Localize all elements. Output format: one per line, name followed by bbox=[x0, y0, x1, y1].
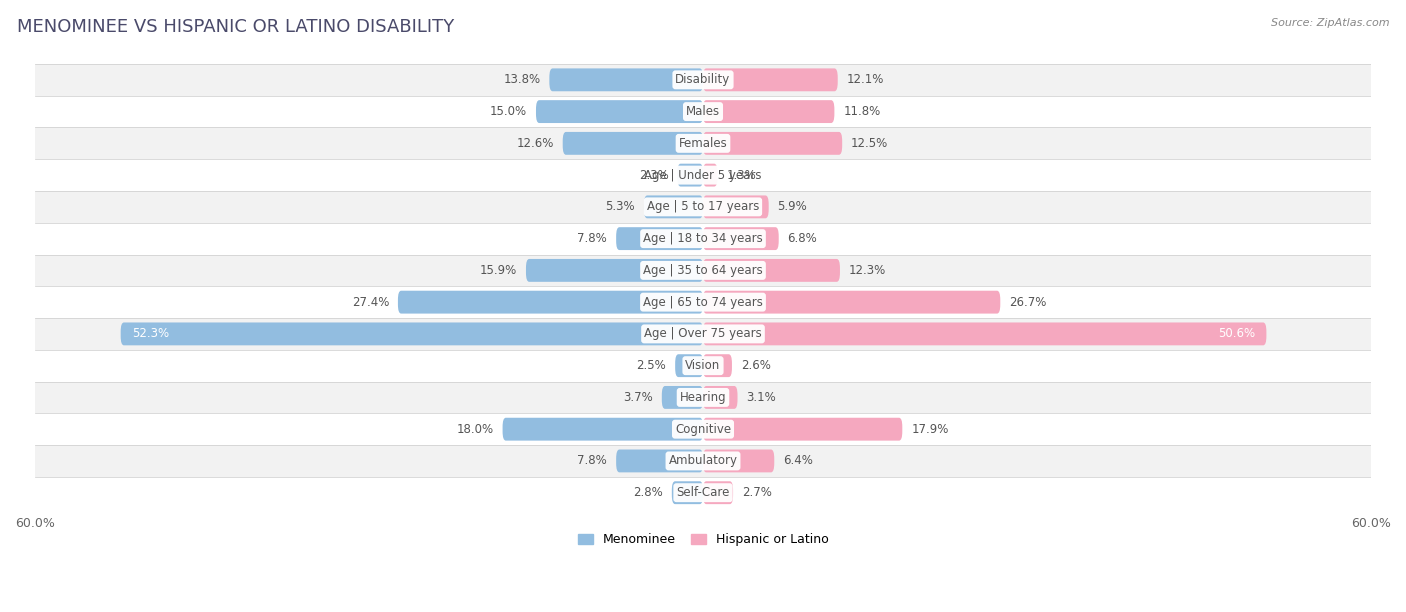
FancyBboxPatch shape bbox=[398, 291, 703, 313]
FancyBboxPatch shape bbox=[536, 100, 703, 123]
Text: 15.9%: 15.9% bbox=[479, 264, 517, 277]
FancyBboxPatch shape bbox=[703, 291, 1000, 313]
Text: Age | 5 to 17 years: Age | 5 to 17 years bbox=[647, 200, 759, 214]
FancyBboxPatch shape bbox=[703, 323, 1267, 345]
Text: 5.3%: 5.3% bbox=[606, 200, 636, 214]
FancyBboxPatch shape bbox=[550, 69, 703, 91]
Text: 15.0%: 15.0% bbox=[489, 105, 527, 118]
Text: 17.9%: 17.9% bbox=[911, 423, 949, 436]
Text: 6.8%: 6.8% bbox=[787, 232, 817, 245]
FancyBboxPatch shape bbox=[678, 163, 703, 187]
Text: 6.4%: 6.4% bbox=[783, 455, 813, 468]
FancyBboxPatch shape bbox=[616, 227, 703, 250]
Bar bbox=[35, 95, 1371, 127]
FancyBboxPatch shape bbox=[703, 163, 717, 187]
Text: 18.0%: 18.0% bbox=[457, 423, 494, 436]
Text: MENOMINEE VS HISPANIC OR LATINO DISABILITY: MENOMINEE VS HISPANIC OR LATINO DISABILI… bbox=[17, 18, 454, 36]
Bar bbox=[35, 159, 1371, 191]
Bar bbox=[35, 255, 1371, 286]
FancyBboxPatch shape bbox=[526, 259, 703, 282]
Text: 12.1%: 12.1% bbox=[846, 73, 884, 86]
FancyBboxPatch shape bbox=[644, 195, 703, 218]
FancyBboxPatch shape bbox=[675, 354, 703, 377]
Text: Ambulatory: Ambulatory bbox=[668, 455, 738, 468]
Text: 13.8%: 13.8% bbox=[503, 73, 540, 86]
FancyBboxPatch shape bbox=[616, 449, 703, 472]
FancyBboxPatch shape bbox=[703, 259, 839, 282]
Text: 5.9%: 5.9% bbox=[778, 200, 807, 214]
Legend: Menominee, Hispanic or Latino: Menominee, Hispanic or Latino bbox=[572, 528, 834, 551]
Bar bbox=[35, 127, 1371, 159]
Text: 2.6%: 2.6% bbox=[741, 359, 770, 372]
FancyBboxPatch shape bbox=[662, 386, 703, 409]
Bar bbox=[35, 445, 1371, 477]
Text: 2.8%: 2.8% bbox=[633, 486, 662, 499]
Text: Age | 18 to 34 years: Age | 18 to 34 years bbox=[643, 232, 763, 245]
FancyBboxPatch shape bbox=[703, 449, 775, 472]
Text: 50.6%: 50.6% bbox=[1218, 327, 1256, 340]
Text: 7.8%: 7.8% bbox=[578, 455, 607, 468]
FancyBboxPatch shape bbox=[703, 418, 903, 441]
FancyBboxPatch shape bbox=[703, 227, 779, 250]
Bar bbox=[35, 350, 1371, 381]
FancyBboxPatch shape bbox=[703, 386, 738, 409]
Text: Age | Under 5 years: Age | Under 5 years bbox=[644, 169, 762, 182]
FancyBboxPatch shape bbox=[703, 354, 733, 377]
Text: Disability: Disability bbox=[675, 73, 731, 86]
Bar bbox=[35, 381, 1371, 413]
Text: Age | 35 to 64 years: Age | 35 to 64 years bbox=[643, 264, 763, 277]
FancyBboxPatch shape bbox=[703, 69, 838, 91]
Text: Males: Males bbox=[686, 105, 720, 118]
Bar bbox=[35, 191, 1371, 223]
Text: 12.3%: 12.3% bbox=[849, 264, 886, 277]
FancyBboxPatch shape bbox=[703, 132, 842, 155]
Bar bbox=[35, 223, 1371, 255]
FancyBboxPatch shape bbox=[562, 132, 703, 155]
Bar bbox=[35, 286, 1371, 318]
Text: Females: Females bbox=[679, 137, 727, 150]
FancyBboxPatch shape bbox=[502, 418, 703, 441]
Text: 7.8%: 7.8% bbox=[578, 232, 607, 245]
Text: Hearing: Hearing bbox=[679, 391, 727, 404]
Text: 2.5%: 2.5% bbox=[637, 359, 666, 372]
Text: Cognitive: Cognitive bbox=[675, 423, 731, 436]
Text: 27.4%: 27.4% bbox=[352, 296, 389, 308]
Text: 2.7%: 2.7% bbox=[742, 486, 772, 499]
Bar bbox=[35, 413, 1371, 445]
Text: 2.3%: 2.3% bbox=[638, 169, 668, 182]
Text: 12.5%: 12.5% bbox=[851, 137, 889, 150]
FancyBboxPatch shape bbox=[703, 195, 769, 218]
Text: 12.6%: 12.6% bbox=[516, 137, 554, 150]
Text: Age | 65 to 74 years: Age | 65 to 74 years bbox=[643, 296, 763, 308]
FancyBboxPatch shape bbox=[121, 323, 703, 345]
Text: Age | Over 75 years: Age | Over 75 years bbox=[644, 327, 762, 340]
Text: 3.7%: 3.7% bbox=[623, 391, 652, 404]
Bar bbox=[35, 477, 1371, 509]
Text: 3.1%: 3.1% bbox=[747, 391, 776, 404]
Text: Source: ZipAtlas.com: Source: ZipAtlas.com bbox=[1271, 18, 1389, 28]
Text: Self-Care: Self-Care bbox=[676, 486, 730, 499]
Text: 26.7%: 26.7% bbox=[1010, 296, 1046, 308]
FancyBboxPatch shape bbox=[672, 481, 703, 504]
Text: Vision: Vision bbox=[685, 359, 721, 372]
Bar bbox=[35, 318, 1371, 350]
FancyBboxPatch shape bbox=[703, 100, 834, 123]
Text: 1.3%: 1.3% bbox=[727, 169, 756, 182]
Text: 52.3%: 52.3% bbox=[132, 327, 169, 340]
FancyBboxPatch shape bbox=[703, 481, 733, 504]
Bar bbox=[35, 64, 1371, 95]
Text: 11.8%: 11.8% bbox=[844, 105, 880, 118]
